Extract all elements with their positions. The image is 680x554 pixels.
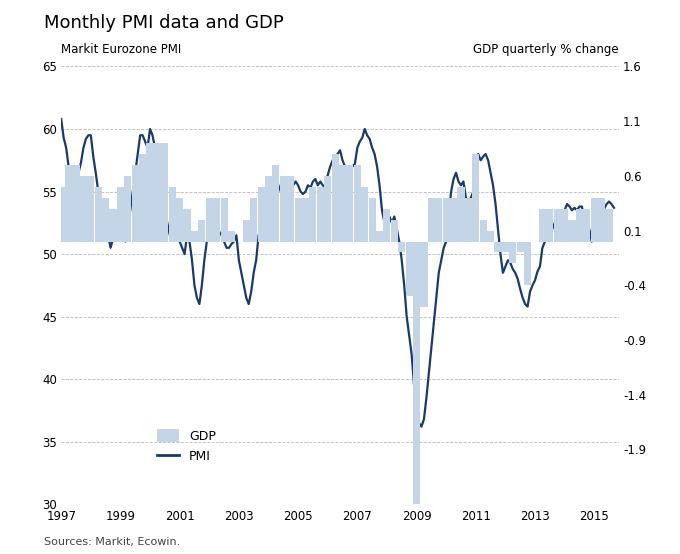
Bar (73, 165, 80, 242)
Bar (87, 176, 95, 242)
Bar (199, 220, 205, 242)
Bar (287, 176, 294, 242)
Bar (487, 230, 494, 242)
Bar (146, 143, 154, 242)
Bar (398, 242, 405, 253)
Bar (169, 187, 176, 242)
Bar (583, 209, 590, 242)
Bar (272, 165, 279, 242)
Bar (509, 242, 516, 264)
Text: GDP quarterly % change: GDP quarterly % change (473, 43, 619, 55)
Bar (109, 209, 116, 242)
Bar (428, 198, 435, 242)
Text: Monthly PMI data and GDP: Monthly PMI data and GDP (44, 14, 284, 32)
Bar (384, 209, 390, 242)
Bar (391, 220, 398, 242)
Bar (265, 176, 272, 242)
Bar (332, 154, 339, 242)
Text: Sources: Markit, Ecowin.: Sources: Markit, Ecowin. (44, 537, 180, 547)
Bar (139, 154, 146, 242)
Bar (317, 187, 324, 242)
Bar (302, 198, 309, 242)
Bar (561, 209, 568, 242)
Bar (554, 209, 561, 242)
Bar (443, 198, 449, 242)
Bar (258, 187, 265, 242)
Bar (376, 230, 383, 242)
Bar (517, 242, 524, 253)
Bar (161, 143, 169, 242)
Bar (154, 143, 161, 242)
Bar (405, 242, 413, 296)
Bar (176, 198, 183, 242)
Legend: GDP, PMI: GDP, PMI (156, 429, 216, 463)
Bar (546, 209, 554, 242)
Bar (220, 198, 228, 242)
Bar (124, 176, 131, 242)
Bar (65, 165, 72, 242)
Bar (502, 242, 509, 253)
Bar (117, 187, 124, 242)
Bar (58, 187, 65, 242)
Bar (539, 209, 546, 242)
Bar (369, 198, 375, 242)
Bar (524, 242, 531, 285)
Bar (605, 209, 613, 242)
Bar (361, 187, 369, 242)
Bar (279, 176, 287, 242)
Bar (191, 230, 198, 242)
Bar (420, 242, 428, 307)
Bar (228, 230, 235, 242)
Bar (479, 220, 487, 242)
Bar (435, 198, 442, 242)
Bar (243, 220, 250, 242)
Bar (598, 198, 605, 242)
Bar (206, 198, 213, 242)
Bar (95, 187, 102, 242)
Bar (213, 198, 220, 242)
Bar (250, 198, 257, 242)
Bar (591, 198, 598, 242)
Bar (339, 165, 346, 242)
Text: Markit Eurozone PMI: Markit Eurozone PMI (61, 43, 182, 55)
Bar (102, 198, 109, 242)
Bar (309, 187, 316, 242)
Bar (450, 198, 457, 242)
Bar (568, 220, 575, 242)
Bar (576, 209, 583, 242)
Bar (413, 242, 420, 504)
Bar (494, 242, 502, 253)
Bar (465, 198, 472, 242)
Bar (458, 187, 464, 242)
Bar (354, 165, 361, 242)
Bar (132, 165, 139, 242)
Bar (184, 209, 190, 242)
Bar (294, 198, 302, 242)
Bar (80, 176, 87, 242)
Bar (324, 176, 331, 242)
Bar (472, 154, 479, 242)
Bar (346, 165, 354, 242)
